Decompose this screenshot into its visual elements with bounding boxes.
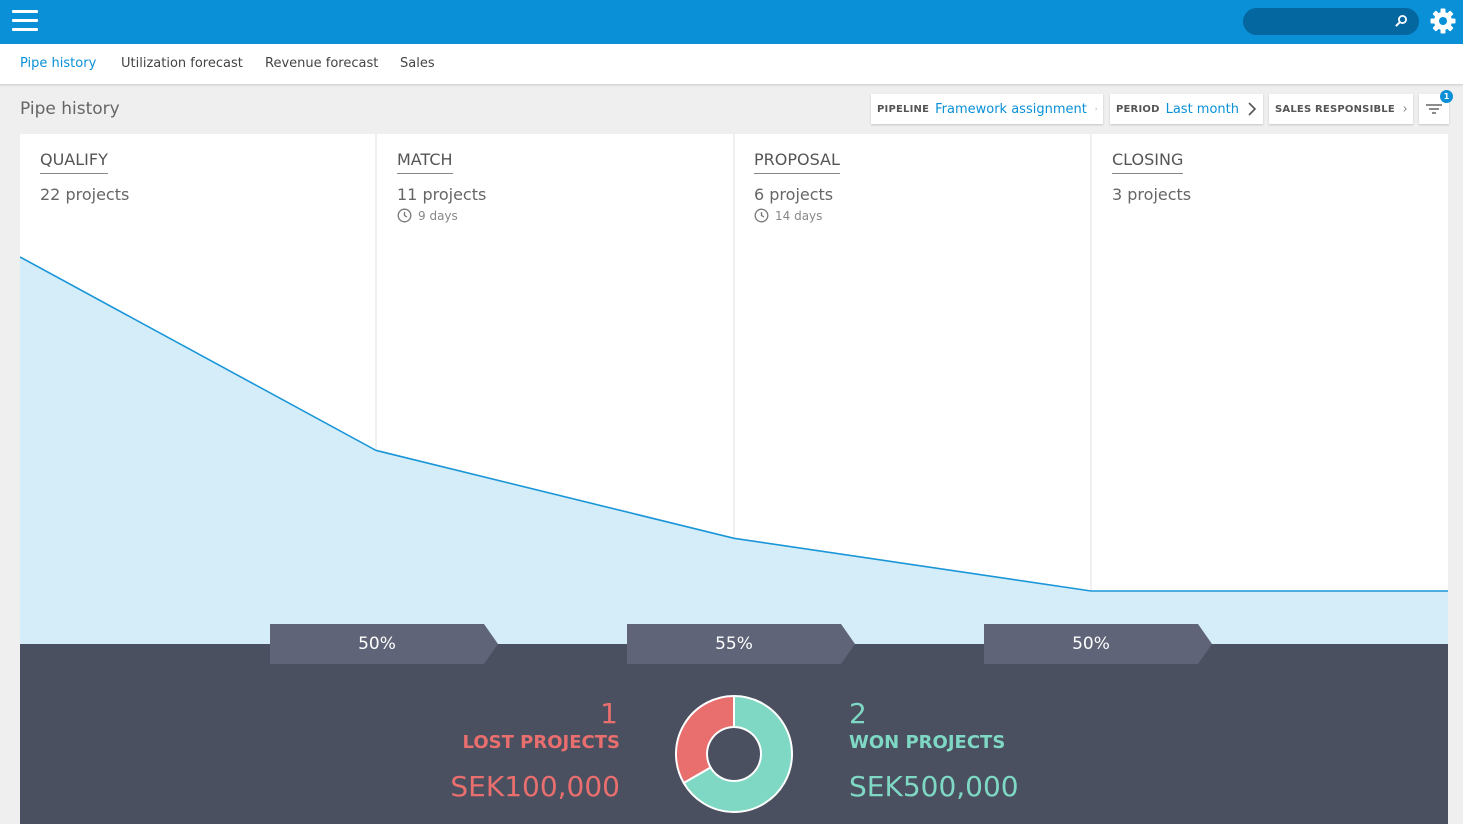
conversion-rate-value: 50% [1072,634,1110,654]
top-bar [0,0,1463,44]
chevron-right-icon [1248,102,1257,116]
search-input[interactable] [1255,12,1389,33]
tab-bar: Pipe history Utilization forecast Revenu… [0,44,1463,85]
stage-proposal: PROPOSAL 6 projects 14 days [734,134,1091,644]
conversion-rate-value: 55% [715,634,753,654]
tab-pipe-history[interactable]: Pipe history [20,56,97,71]
pipeline-filter-value: Framework assignment [935,101,1087,117]
tab-revenue-forecast[interactable]: Revenue forecast [265,56,379,71]
pipeline-filter-button[interactable]: PIPELINE Framework assignment [871,94,1103,124]
tab-sales[interactable]: Sales [400,56,435,71]
filter-button[interactable] [1419,94,1449,124]
won-lost-donut-chart [675,694,793,813]
funnel-chart [20,134,1448,644]
stage-days-text: 14 days [775,208,823,223]
search-box[interactable] [1243,8,1419,35]
stage-project-count: 3 projects [1112,185,1192,204]
won-projects-value: SEK500,000 [849,770,1019,803]
lost-projects-count: 1 [600,697,618,730]
conversion-rate-value: 50% [358,634,396,654]
period-filter-button[interactable]: PERIOD Last month [1110,94,1263,124]
won-projects-label: WON PROJECTS [849,732,1006,753]
period-filter-label: PERIOD [1116,103,1160,115]
funnel-area [20,257,1448,644]
filter-icon [1426,104,1442,114]
stage-name[interactable]: PROPOSAL [754,150,840,174]
donut-won-segment [682,694,793,813]
stage-closing: CLOSING 3 projects [1092,134,1448,644]
sales-responsible-filter-label: SALES RESPONSIBLE [1275,103,1395,115]
sales-responsible-filter-button[interactable]: SALES RESPONSIBLE [1269,94,1413,124]
tab-utilization-forecast[interactable]: Utilization forecast [121,56,243,71]
page-title: Pipe history [20,99,120,119]
funnel-line [20,256,1448,592]
clock-icon [397,208,412,223]
stage-name[interactable]: CLOSING [1112,150,1184,174]
clock-icon [754,208,769,223]
pipeline-filter-label: PIPELINE [877,103,930,115]
search-icon[interactable] [1393,13,1409,29]
stage-name[interactable]: QUALIFY [40,150,108,174]
lost-projects-label: LOST PROJECTS [462,732,620,753]
stage-days-text: 9 days [418,208,458,223]
gear-icon[interactable] [1429,7,1457,35]
chevron-right-icon [1403,106,1407,112]
stage-match: MATCH 11 projects 9 days [377,134,734,644]
stage-duration: 9 days [397,208,458,223]
pipe-funnel-panel: QUALIFY 22 projects MATCH 11 projects 9 … [20,134,1448,644]
donut-lost-segment [675,694,735,785]
stage-project-count: 22 projects [40,185,130,204]
won-projects-count: 2 [849,697,867,730]
stage-project-count: 6 projects [754,185,834,204]
stage-qualify: QUALIFY 22 projects [20,134,376,644]
chevron-right-icon [1095,107,1097,111]
period-filter-value: Last month [1165,101,1239,117]
stage-project-count: 11 projects [397,185,487,204]
lost-projects-value: SEK100,000 [450,770,620,803]
stage-name[interactable]: MATCH [397,150,453,174]
stage-duration: 14 days [754,208,822,223]
hamburger-icon[interactable] [12,10,38,32]
filter-count-badge: 1 [1440,90,1453,103]
